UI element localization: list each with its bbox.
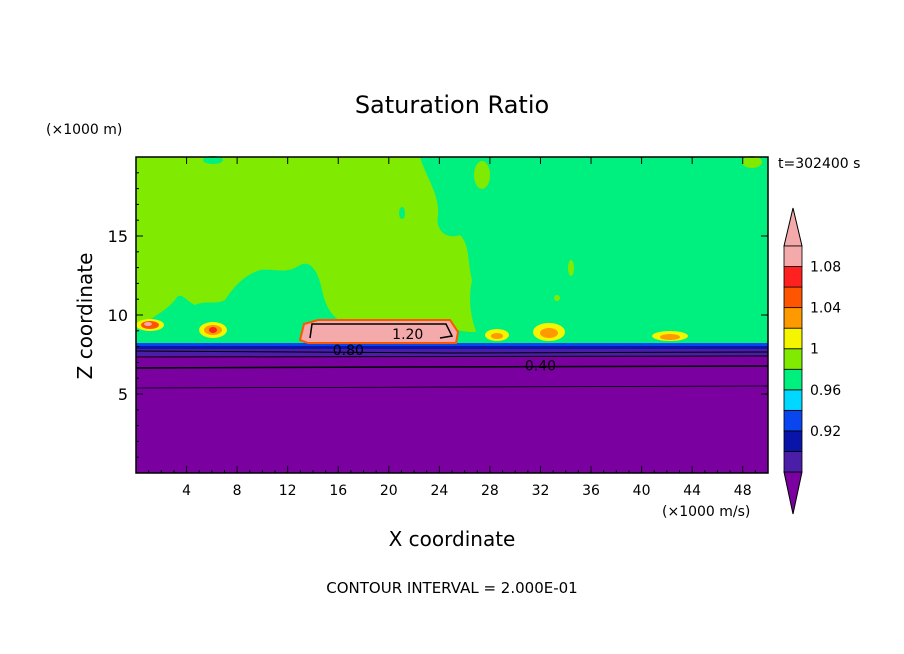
teal-speck bbox=[203, 156, 223, 164]
contour-line bbox=[135, 365, 769, 369]
dark-blue-band bbox=[136, 346, 768, 350]
contour-line bbox=[135, 350, 769, 354]
colorbar-segment bbox=[783, 430, 803, 452]
teal-band bbox=[136, 263, 768, 346]
blue-edge-band bbox=[136, 343, 768, 347]
colorbar: 0.92 0.96 1 1.04 1.08 bbox=[783, 207, 841, 515]
contour-1-20 bbox=[309, 323, 454, 339]
colorbar-label: 1.08 bbox=[810, 260, 841, 276]
contour-interval-footer: CONTOUR INTERVAL = 2.000E-01 bbox=[326, 579, 577, 597]
colorbar-label: 0.92 bbox=[810, 424, 841, 440]
chart-title: Saturation Ratio bbox=[355, 91, 549, 119]
cloud-patches bbox=[136, 319, 688, 341]
x-ticks: 4 8 12 16 20 24 28 32 36 40 44 48 bbox=[148, 157, 756, 499]
colorbar-label: 0.96 bbox=[810, 383, 841, 399]
colorbar-segment bbox=[783, 389, 803, 411]
x-tick-label: 20 bbox=[380, 483, 398, 499]
contour-label: 0.40 bbox=[525, 359, 556, 375]
x-tick-label: 8 bbox=[233, 483, 242, 499]
teal-speck bbox=[474, 161, 490, 189]
x-tick-label: 44 bbox=[683, 483, 701, 499]
colorbar-segment bbox=[783, 451, 803, 473]
contour-label: 1.20 bbox=[392, 327, 423, 343]
cloud-patch bbox=[660, 334, 680, 340]
y-tick-label: 15 bbox=[108, 227, 128, 246]
cloud-patch bbox=[540, 328, 558, 338]
cloud-patch bbox=[491, 333, 503, 339]
x-tick-label: 16 bbox=[329, 483, 347, 499]
colorbar-segment bbox=[783, 368, 803, 391]
cloud-patch bbox=[144, 322, 152, 326]
colorbar-segment bbox=[783, 266, 803, 288]
colorbar-label: 1.04 bbox=[810, 301, 841, 317]
colorbar-over-arrow bbox=[783, 207, 803, 247]
colorbar-segment bbox=[783, 245, 803, 267]
colorbar-label: 1 bbox=[810, 342, 819, 358]
contour-line bbox=[135, 355, 769, 358]
y-tick-label: 5 bbox=[118, 385, 128, 404]
colorbar-segment bbox=[783, 327, 803, 350]
cloud-patch bbox=[209, 327, 217, 333]
pink-cloud bbox=[298, 319, 460, 344]
contour-label: 0.80 bbox=[333, 343, 364, 359]
x-tick-label: 32 bbox=[532, 483, 550, 499]
x-axis-label: X coordinate bbox=[389, 527, 516, 551]
teal-speck bbox=[742, 156, 762, 168]
x-tick-label: 36 bbox=[582, 483, 600, 499]
y-tick-label: 10 bbox=[108, 306, 128, 325]
upper-teal-region bbox=[420, 157, 768, 340]
teal-speck bbox=[554, 295, 560, 301]
x-unit-label: (×1000 m/s) bbox=[662, 504, 750, 520]
y-unit-label: (×1000 m) bbox=[46, 122, 122, 138]
colorbar-segment bbox=[783, 409, 803, 432]
colorbar-segment bbox=[783, 286, 803, 309]
x-tick-label: 28 bbox=[481, 483, 499, 499]
contour-line bbox=[135, 385, 769, 389]
x-tick-label: 40 bbox=[633, 483, 651, 499]
time-label: t=302400 s bbox=[778, 156, 860, 172]
plot-area: 1.200.800.40 4 8 12 16 20 24 28 32 36 40 44 48 5101… bbox=[108, 156, 769, 499]
colorbar-segment bbox=[783, 307, 803, 329]
x-tick-label: 12 bbox=[279, 483, 297, 499]
contour-labels: 1.20 0.80 0.40 bbox=[333, 327, 556, 375]
x-tick-label: 4 bbox=[182, 483, 191, 499]
colorbar-under-arrow bbox=[783, 471, 803, 515]
teal-speck bbox=[399, 207, 405, 219]
x-tick-label: 48 bbox=[734, 483, 752, 499]
colorbar-segment bbox=[783, 348, 803, 370]
y-axis-label: Z coordinate bbox=[73, 253, 97, 380]
y-ticks: 5 10 15 bbox=[108, 172, 768, 458]
teal-speck bbox=[568, 260, 574, 276]
x-tick-label: 24 bbox=[430, 483, 448, 499]
